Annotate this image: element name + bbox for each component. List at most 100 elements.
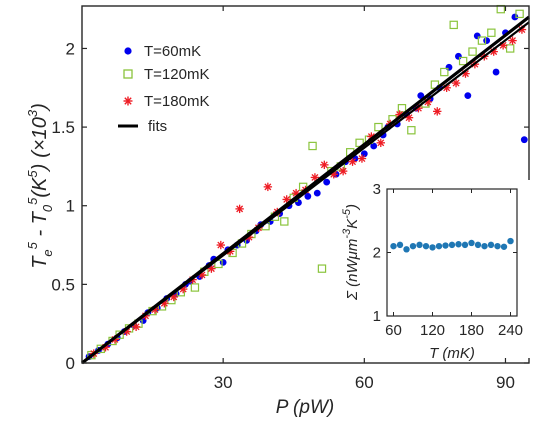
inset-point (435, 242, 443, 250)
point-180mk (263, 182, 273, 192)
inset-point (429, 244, 436, 251)
legend: T=60mK T=120mK T=180mK fits (118, 43, 209, 135)
x-tick-label: 90 (496, 373, 515, 392)
inset-point (448, 241, 456, 249)
point-60mk (313, 189, 321, 197)
point-180mk-stroke (509, 37, 516, 45)
point-60mk (323, 178, 331, 186)
inset-point (487, 241, 495, 249)
point-180mk (451, 78, 461, 88)
x-axis-title: P (pW) (276, 397, 334, 418)
point-180mk-stroke (179, 285, 187, 293)
point-120mk (440, 67, 449, 77)
point-180mk-stroke (424, 98, 432, 106)
point-60mk (464, 92, 472, 100)
y-title-t0: T (29, 210, 51, 224)
point-180mk (216, 240, 226, 250)
point-180mk (338, 166, 348, 176)
y-title-scale-close: ) (29, 103, 51, 112)
inset-ticks: 60 120 180 240 1 2 3 (373, 181, 523, 339)
point-180mk (508, 36, 517, 45)
point-120mk (308, 141, 317, 151)
point-180mk-stroke (518, 26, 526, 34)
point-180mk-stroke (151, 306, 159, 313)
inset-point (455, 241, 462, 248)
point-120mk (449, 20, 458, 30)
point-120mk (374, 122, 383, 132)
legend-marker-120mk (123, 69, 133, 79)
main-marks (81, 4, 530, 365)
point-180mk-stroke (320, 161, 328, 169)
legend-label-60mk: T=60mK (144, 43, 201, 60)
point-180mk-stroke (339, 167, 347, 175)
inset-point (390, 242, 397, 250)
inset-point (494, 242, 501, 250)
point-180mk-stroke (160, 299, 168, 307)
legend-label-180mk: T=180mK (144, 93, 209, 110)
point-120mk (190, 283, 200, 292)
point-180mk (433, 107, 442, 116)
y-tick-label: 0.5 (51, 275, 75, 294)
point-180mk-stroke (358, 155, 366, 163)
y-title-t0-sub: 0 (40, 204, 55, 212)
main-ticks: 30 60 90 0 0.5 1 1.5 2 (51, 6, 529, 392)
point-60mk (445, 63, 453, 71)
fit-line (81, 21, 530, 364)
point-120mk (317, 264, 327, 273)
point-180mk-stroke (396, 111, 404, 118)
inset-y-title-pow-b: -5 (341, 208, 353, 219)
y-title-t0-pow: 5 (25, 197, 40, 205)
inset-y-tick-label: 2 (373, 245, 381, 262)
y-title-scale-pow: 3 (25, 109, 40, 117)
inset-point (396, 241, 404, 249)
inset-point (416, 241, 423, 249)
inset-y-title-pow-a: -3 (341, 228, 353, 239)
y-title-te-sub: e (40, 249, 55, 256)
point-180mk-stroke (198, 271, 206, 279)
point-180mk-stroke (311, 173, 319, 181)
inset-point (500, 243, 508, 250)
point-180mk-stroke (452, 79, 460, 87)
point-120mk (505, 44, 515, 53)
inset-y-title-unit-b: K (344, 218, 361, 229)
legend-marker-180mk (123, 96, 133, 106)
point-120mk (407, 126, 416, 135)
y-title-scale: (×10 (29, 117, 51, 158)
y-tick-label: 1 (66, 197, 75, 216)
point-60mk (360, 150, 368, 158)
point-120mk (468, 47, 477, 56)
point-180mk-stroke (367, 133, 375, 140)
inset-x-axis-title: T (mK) (429, 345, 475, 362)
y-title-minus: - (29, 224, 51, 242)
inset-point (409, 242, 417, 250)
point-180mk-stroke (102, 343, 109, 351)
point-180mk-stroke (349, 158, 357, 166)
point-180mk-stroke (217, 241, 225, 249)
point-60mk (492, 68, 500, 76)
point-180mk-stroke (264, 183, 272, 191)
point-180mk (320, 160, 329, 170)
point-180mk-stroke (292, 189, 300, 197)
point-60mk (483, 37, 491, 44)
inset-y-tick-label: 3 (373, 181, 381, 198)
point-180mk (235, 204, 244, 214)
point-60mk (455, 52, 462, 60)
point-180mk (131, 322, 141, 332)
x-tick-label: 60 (355, 373, 374, 392)
inset-point (474, 241, 482, 249)
point-180mk-stroke (405, 114, 413, 122)
inset-x-tick-label: 240 (498, 322, 523, 339)
point-60mk (370, 142, 378, 150)
y-tick-label: 1.5 (51, 118, 75, 137)
inset-plot-area (387, 189, 517, 316)
y-title-unit-close: ) (29, 164, 51, 173)
y-axis-title: Te5 - T05(K5)(×103) (25, 103, 55, 269)
point-120mk (515, 9, 524, 19)
point-180mk-stroke (377, 139, 385, 147)
point-60mk (417, 92, 425, 100)
point-60mk (520, 136, 528, 144)
inset-x-tick-label: 120 (420, 322, 445, 339)
inset-point (461, 241, 469, 249)
inset-y-tick-label: 1 (373, 308, 381, 325)
y-title-te-pow: 5 (25, 241, 40, 249)
